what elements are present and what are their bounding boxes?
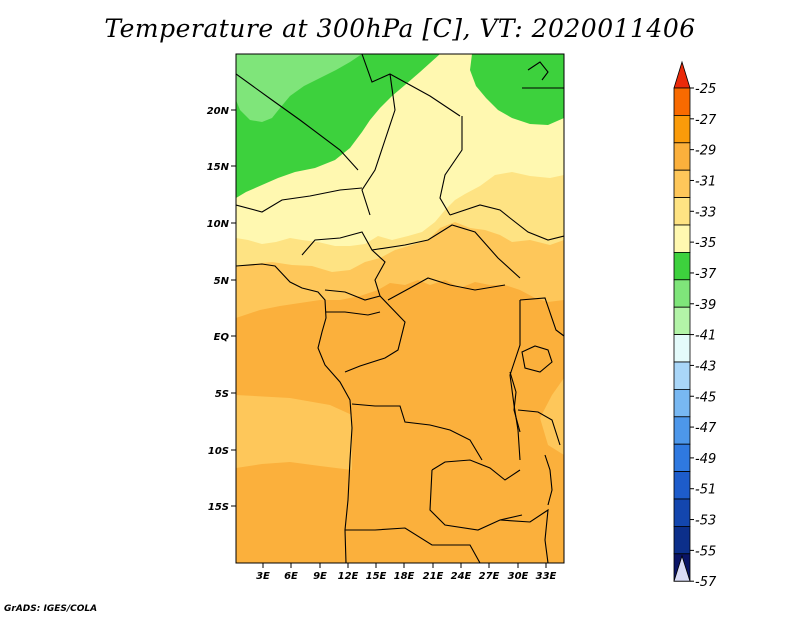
x-tick-label: 6E bbox=[284, 571, 298, 582]
colorbar-swatch bbox=[673, 526, 691, 555]
colorbar-swatch bbox=[673, 334, 691, 363]
colorbar-swatch bbox=[673, 251, 691, 281]
field-band-31-southeast bbox=[540, 378, 564, 455]
colorbar-label: -43 bbox=[695, 359, 716, 374]
x-tick-label: 9E bbox=[313, 571, 327, 582]
colorbar-swatch bbox=[673, 416, 691, 445]
colorbar-label: -31 bbox=[695, 174, 716, 189]
border-tanzania bbox=[517, 409, 561, 446]
border-car-south bbox=[387, 277, 506, 301]
colorbar-swatch bbox=[673, 498, 691, 527]
colorbar-label: -37 bbox=[695, 267, 717, 282]
colorbar-swatch bbox=[673, 471, 691, 500]
x-axis-ticks: 3E 6E 9E 12E 15E 18E 21E 24E 27E 30E 33E bbox=[256, 563, 557, 582]
border-algeria-mali bbox=[236, 73, 359, 171]
x-tick-label: 30E bbox=[508, 571, 529, 582]
colorbar-swatch bbox=[673, 169, 691, 198]
border-sudan-south bbox=[449, 204, 564, 241]
plot-frame bbox=[235, 53, 565, 564]
border-chad-sudan bbox=[439, 116, 463, 216]
y-axis-ticks: 20N 15N 10N 5N EQ 5S 10S 15S bbox=[207, 106, 236, 513]
border-zambia-south bbox=[429, 469, 523, 531]
y-tick-label: 5N bbox=[214, 276, 230, 287]
colorbar-label: -57 bbox=[695, 575, 717, 590]
y-tick-label: 10N bbox=[207, 219, 230, 230]
field-band-39-northwest bbox=[236, 54, 362, 122]
colorbar-label: -47 bbox=[695, 421, 717, 436]
border-cameroon-gabon bbox=[326, 311, 381, 316]
colorbar-swatch bbox=[673, 197, 691, 226]
colorbar-label: -51 bbox=[695, 483, 716, 498]
border-mozambique bbox=[499, 508, 549, 563]
y-tick-label: EQ bbox=[214, 332, 230, 343]
x-tick-label: 18E bbox=[394, 571, 415, 582]
colorbar-swatch bbox=[673, 361, 691, 390]
colorbar-label: -45 bbox=[695, 390, 716, 405]
lake-victoria bbox=[521, 345, 553, 373]
colorbar-swatch bbox=[673, 443, 691, 473]
border-east-africa bbox=[519, 297, 564, 337]
border-drc-east bbox=[509, 300, 521, 461]
border-angola-zambia bbox=[431, 459, 521, 481]
lake-malawi bbox=[544, 454, 553, 506]
colorbar-label: -49 bbox=[695, 452, 716, 467]
lake-tanganyika bbox=[509, 371, 521, 433]
x-tick-label: 3E bbox=[256, 571, 270, 582]
map-title: Temperature at 300hPa [C], VT: 202001140… bbox=[104, 14, 696, 43]
colorbar-upper-arrow bbox=[673, 60, 691, 89]
field-band-29-southern-blob bbox=[420, 470, 510, 516]
border-drc-angola bbox=[351, 403, 483, 461]
x-tick-label: 33E bbox=[536, 571, 557, 582]
border-namibia bbox=[345, 527, 481, 563]
colorbar-swatch bbox=[673, 224, 691, 253]
colorbar-label: -55 bbox=[695, 544, 716, 559]
border-congo-drc bbox=[344, 295, 406, 373]
colorbar-label: -53 bbox=[695, 514, 716, 529]
colorbar-label: -27 bbox=[695, 113, 717, 128]
border-chad-west bbox=[361, 73, 396, 216]
colorbar-swatch bbox=[673, 388, 691, 418]
lake-north-east bbox=[527, 61, 549, 81]
border-niger-south bbox=[236, 187, 363, 213]
border-nigeria bbox=[301, 231, 386, 301]
field-band-37-northeast bbox=[470, 54, 564, 125]
colorbar-swatch bbox=[673, 87, 691, 116]
colorbar-label: -35 bbox=[695, 236, 716, 251]
colorbar-swatch bbox=[673, 306, 691, 336]
grads-credit: GrADS: IGES/COLA bbox=[4, 604, 98, 614]
temperature-field bbox=[236, 54, 564, 563]
colorbar-swatch bbox=[673, 115, 691, 144]
colorbar-label: -25 bbox=[695, 82, 716, 97]
x-tick-label: 24E bbox=[451, 571, 472, 582]
colorbar-label: -39 bbox=[695, 298, 716, 313]
country-borders bbox=[236, 54, 564, 563]
x-tick-label: 12E bbox=[338, 571, 359, 582]
border-coast-west bbox=[236, 263, 353, 563]
x-tick-label: 15E bbox=[366, 571, 387, 582]
field-band-31-southwest bbox=[236, 395, 352, 470]
border-car-chad bbox=[371, 224, 521, 279]
colorbar-label: -29 bbox=[695, 144, 716, 159]
y-tick-label: 5S bbox=[215, 389, 229, 400]
colorbar-lower-arrow bbox=[673, 554, 691, 582]
colorbar-label: -41 bbox=[695, 329, 716, 344]
y-tick-label: 15S bbox=[208, 502, 229, 513]
colorbar-swatch bbox=[673, 142, 691, 171]
y-tick-label: 10S bbox=[208, 446, 229, 457]
colorbar-swatch bbox=[673, 279, 691, 308]
x-tick-label: 27E bbox=[479, 571, 500, 582]
colorbar-label: -33 bbox=[695, 205, 716, 220]
x-tick-label: 21E bbox=[423, 571, 444, 582]
colorbar: -25 -27 -29 -31 -33 -35 -37 -39 -41 -43 -45 -47 -49 -… bbox=[673, 60, 717, 590]
y-tick-label: 15N bbox=[207, 162, 230, 173]
y-tick-label: 20N bbox=[207, 106, 230, 117]
